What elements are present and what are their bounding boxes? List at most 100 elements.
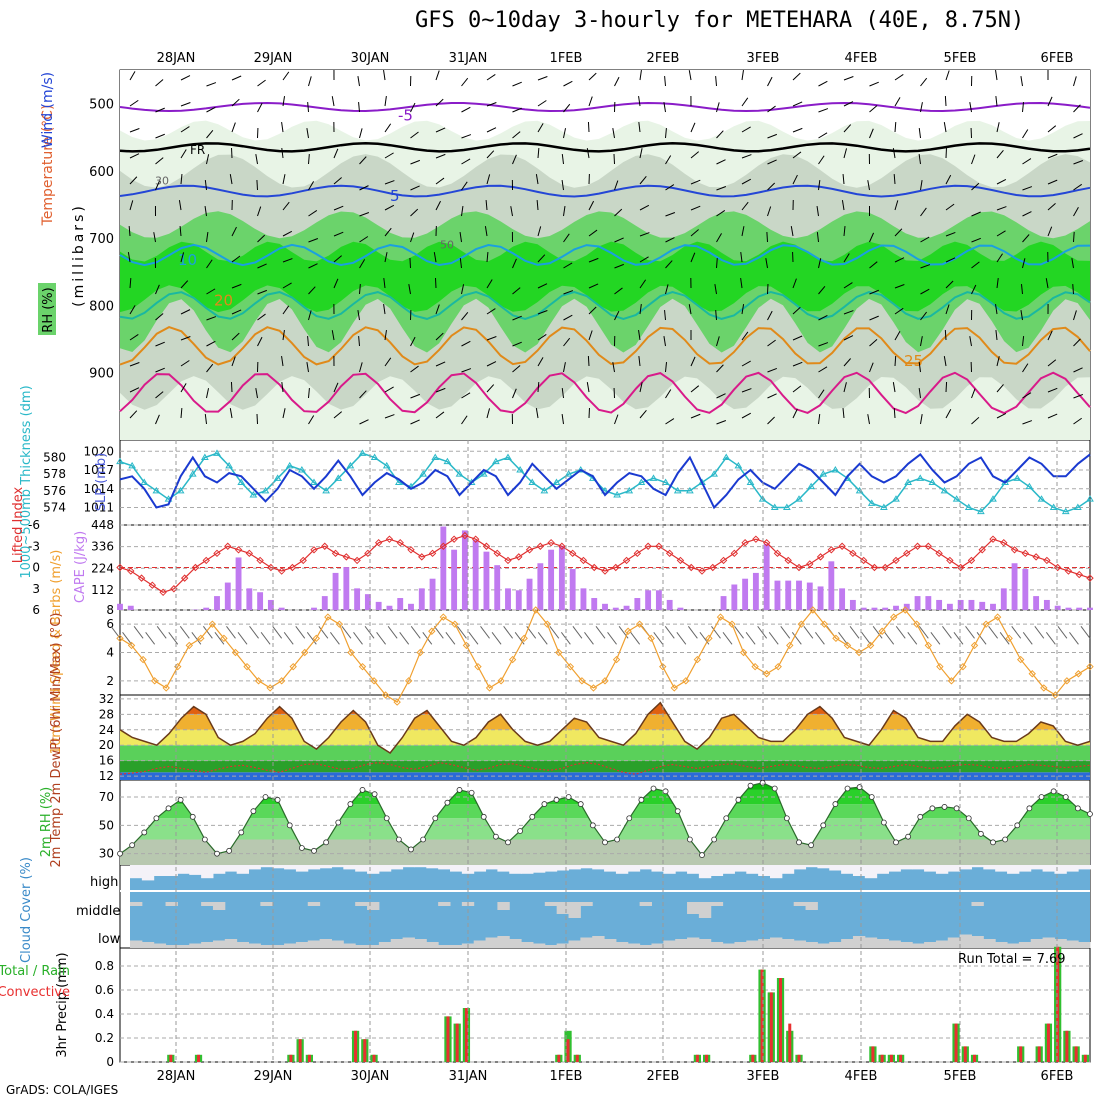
date-label-top: 31JAN <box>449 51 488 66</box>
wind-barb <box>995 96 998 107</box>
wind-barb <box>410 159 420 165</box>
wind-barb <box>486 102 497 107</box>
cloud-high-gap <box>935 865 949 874</box>
rh-point <box>905 833 912 840</box>
wind-barb <box>588 257 599 263</box>
contour-label: 5 <box>390 187 400 205</box>
cape-bar <box>483 551 490 610</box>
slp-tick-label: 1020 <box>83 444 114 458</box>
cloud-low-bar <box>710 942 724 948</box>
wind-barb <box>867 414 870 425</box>
cape-bar <box>408 603 414 610</box>
wind-barb <box>1047 153 1058 159</box>
wind-barb <box>282 201 290 211</box>
wind-barb <box>206 340 216 347</box>
li-point <box>116 563 124 572</box>
cloud-high-gap <box>212 865 226 874</box>
cloud-high-gap <box>971 865 984 868</box>
li-point <box>773 549 782 558</box>
cloud-high-gap <box>414 865 427 868</box>
thickness-point <box>807 482 816 490</box>
wind-speed-point <box>762 670 771 678</box>
precip-convective-bar <box>1074 1046 1078 1062</box>
thickness-point <box>443 457 452 465</box>
cloud-high-gap <box>639 865 652 870</box>
wind-barb <box>468 632 479 645</box>
wind-barb <box>639 175 647 185</box>
wind-barb <box>535 174 539 185</box>
wind-barb <box>716 130 724 139</box>
wind-barb <box>180 407 183 419</box>
thickness-point <box>225 461 234 469</box>
precip-convective-bar <box>788 1023 792 1062</box>
wind-barb <box>843 358 851 367</box>
wind-barb <box>767 159 777 165</box>
wind-barb <box>892 148 896 159</box>
rh-point <box>602 839 608 846</box>
li-point <box>159 588 167 596</box>
wind-speed-point <box>474 662 482 671</box>
cloud-low-bar <box>1066 940 1079 948</box>
contour-label: 20 <box>214 291 233 309</box>
wind-barb <box>486 308 496 315</box>
cloud-low-bar <box>758 939 771 948</box>
pressure-tick-label: 900 <box>89 367 114 382</box>
wind-barb <box>257 336 263 347</box>
wind-barb <box>843 148 848 159</box>
wind-speed-point <box>959 662 967 671</box>
wind-barb <box>384 204 395 211</box>
precip-legend-convective: Convective <box>0 985 70 1000</box>
wind-barb <box>741 388 752 393</box>
wind-barb <box>129 362 140 367</box>
temp-band <box>120 702 1090 715</box>
wind-barb <box>180 280 189 289</box>
wind-barb <box>486 74 496 81</box>
wind-barb <box>155 414 160 425</box>
li-point <box>299 556 307 565</box>
temperature-legend-label: Temperature (°C) <box>40 105 56 227</box>
cloud-level-label: middle <box>76 904 120 919</box>
wind-barb <box>741 201 749 211</box>
wind-barb <box>614 180 619 191</box>
li-point <box>515 553 523 561</box>
precip-tick-label: 0.6 <box>95 983 114 997</box>
wind-barb <box>410 208 419 217</box>
cloud-low-bar <box>224 939 238 948</box>
li-point <box>1000 539 1008 547</box>
wind-speed-point <box>578 677 586 685</box>
wind-barb <box>1022 211 1032 217</box>
wind-barb <box>1047 387 1058 393</box>
rh-point <box>311 847 317 854</box>
wind-barb <box>255 388 258 399</box>
cloud-low-bar <box>248 943 261 948</box>
wind-barb <box>842 408 845 419</box>
cloud-low-bar <box>604 939 617 948</box>
cloud-high-gap <box>604 865 617 872</box>
wind-barb <box>584 632 594 645</box>
li-point <box>849 549 857 558</box>
rh-point <box>189 813 196 820</box>
thickness-point <box>576 466 585 473</box>
wind-barb <box>231 122 236 133</box>
wind-barb <box>818 108 829 113</box>
cape-bar <box>257 592 264 610</box>
cape-bar <box>364 594 371 610</box>
cape-bar <box>418 588 425 610</box>
precip-tick-label: 0.2 <box>95 1031 114 1045</box>
wind-barb <box>308 181 315 191</box>
wind-barb <box>512 107 522 113</box>
wind-barb <box>231 309 242 315</box>
cape-tick-label: 8 <box>106 603 114 617</box>
wind-speed-point <box>497 677 505 685</box>
cloud-high-gap <box>568 865 581 870</box>
temp-contour-25 <box>119 371 1091 415</box>
wind-barb <box>614 287 623 295</box>
li-point <box>612 563 620 572</box>
wind-barb <box>410 365 419 373</box>
cloud-low-bar <box>1042 937 1055 948</box>
cloud-high-gap <box>367 865 380 874</box>
wind-barb <box>1020 310 1023 321</box>
wind-barb <box>333 411 343 419</box>
wind-barb <box>435 361 446 367</box>
wind-barb <box>969 102 972 113</box>
